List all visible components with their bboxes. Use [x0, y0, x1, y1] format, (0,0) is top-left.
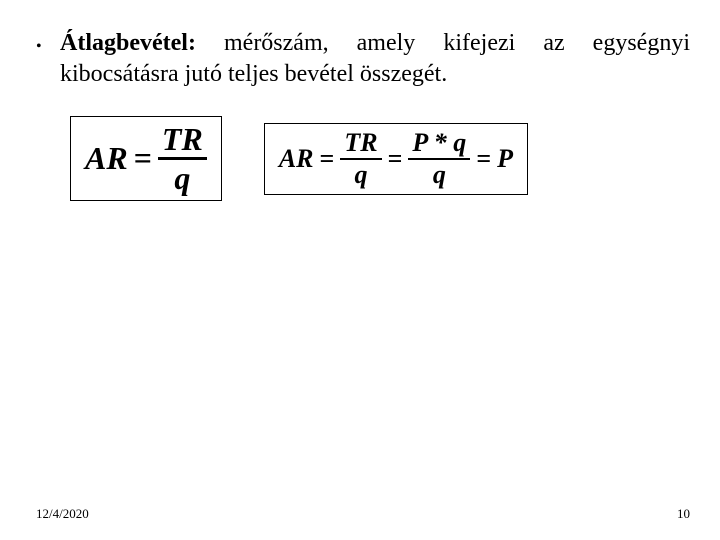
- formula2-num2: P * q: [408, 130, 470, 158]
- formula1-num: TR: [158, 123, 207, 157]
- formula-row: AR = TR q AR = TR q = P * q q = P: [70, 116, 690, 201]
- bullet-item: • Átlagbevétel: mérőszám, amely kifejezi…: [36, 28, 690, 89]
- bullet-dot-icon: •: [36, 38, 42, 56]
- formula2-eq2: =: [382, 144, 409, 174]
- footer-page-number: 10: [677, 506, 690, 522]
- formula2-frac2: P * q q: [408, 130, 470, 188]
- bullet-term: Átlagbevétel:: [60, 30, 196, 56]
- slide: • Átlagbevétel: mérőszám, amely kifejezi…: [0, 0, 720, 540]
- formula2-rhs: P: [497, 144, 513, 174]
- formula2-frac1: TR q: [340, 130, 381, 188]
- formula2-eq3: =: [470, 144, 497, 174]
- formula1-lhs: AR: [85, 140, 128, 177]
- formula2-lhs: AR: [279, 144, 314, 174]
- formula-box-1: AR = TR q: [70, 116, 222, 201]
- formula2-den1: q: [340, 158, 381, 188]
- formula1-fraction: TR q: [158, 123, 207, 194]
- footer-date: 12/4/2020: [36, 506, 89, 522]
- formula1-eq: =: [128, 140, 158, 177]
- bullet-text: Átlagbevétel: mérőszám, amely kifejezi a…: [60, 28, 690, 89]
- formula2-den2: q: [408, 158, 470, 188]
- formula-box-2: AR = TR q = P * q q = P: [264, 123, 528, 195]
- formula2-eq1: =: [314, 144, 341, 174]
- formula2-num1: TR: [340, 130, 381, 158]
- formula1-den: q: [158, 157, 207, 194]
